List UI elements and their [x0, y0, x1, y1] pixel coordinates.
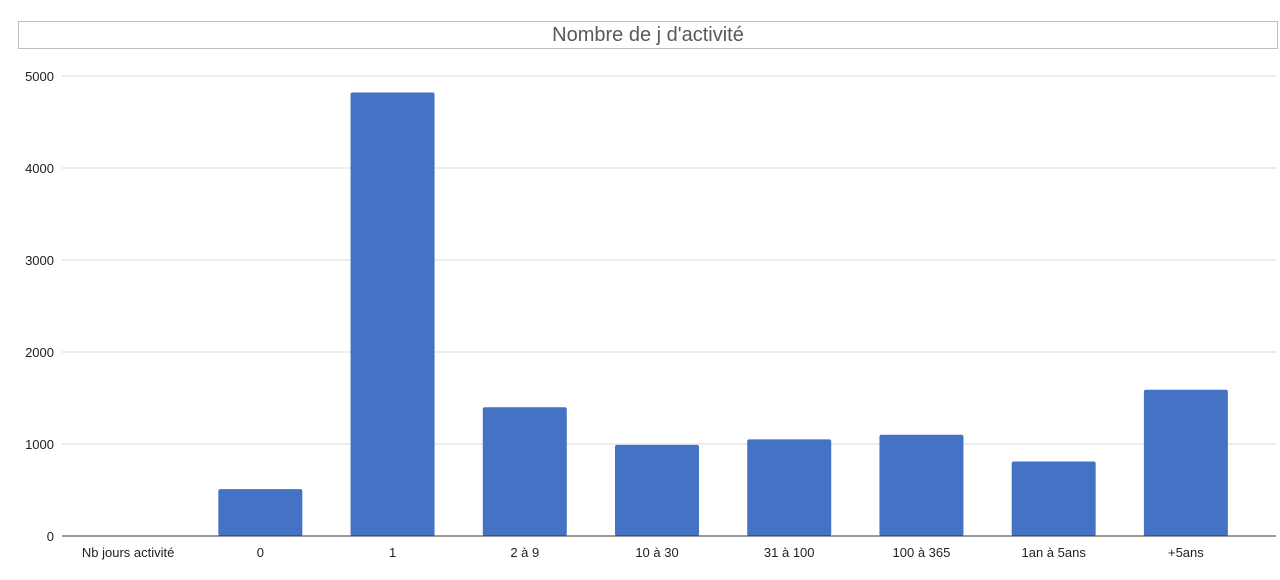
bar [747, 439, 832, 536]
gridlines [62, 75, 1276, 445]
y-tick-label: 1000 [25, 437, 54, 452]
y-tick-label: 2000 [25, 345, 54, 360]
y-tick-label: 3000 [25, 253, 54, 268]
y-tick-label: 0 [47, 529, 54, 544]
x-tick-label: 1 [389, 545, 396, 560]
x-axis-ticks: Nb jours activité 0 1 2 à 9 10 à 30 31 à 100 1… [82, 545, 1204, 560]
bar [1143, 389, 1228, 536]
bar [879, 434, 964, 536]
x-tick-label: 100 à 365 [893, 545, 951, 560]
x-tick-label: 1an à 5ans [1021, 545, 1086, 560]
bar [350, 92, 435, 536]
y-axis-ticks: 0 1000 2000 3000 4000 5000 [25, 69, 54, 544]
x-tick-label: 0 [257, 545, 264, 560]
y-tick-label: 5000 [25, 69, 54, 84]
chart-title: Nombre de j d'activité [18, 21, 1278, 49]
bar [1011, 461, 1096, 536]
x-tick-label: 31 à 100 [764, 545, 815, 560]
x-tick-label: Nb jours activité [82, 545, 174, 560]
bar [615, 444, 699, 536]
y-tick-label: 4000 [25, 161, 54, 176]
bars [218, 92, 1228, 536]
x-tick-label: 10 à 30 [635, 545, 678, 560]
x-tick-label: 2 à 9 [510, 545, 539, 560]
bar [218, 489, 303, 536]
x-tick-label: +5ans [1168, 545, 1204, 560]
bar [482, 407, 567, 536]
